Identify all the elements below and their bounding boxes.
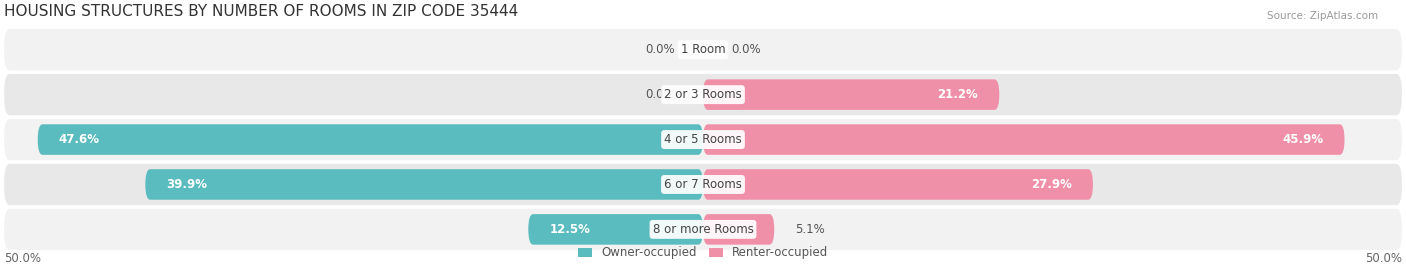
FancyBboxPatch shape	[703, 169, 1092, 200]
Text: 21.2%: 21.2%	[938, 88, 979, 101]
Text: 4 or 5 Rooms: 4 or 5 Rooms	[664, 133, 742, 146]
Text: 12.5%: 12.5%	[550, 223, 591, 236]
FancyBboxPatch shape	[703, 214, 775, 245]
FancyBboxPatch shape	[4, 119, 1402, 160]
Text: 0.0%: 0.0%	[645, 43, 675, 56]
FancyBboxPatch shape	[38, 124, 703, 155]
Text: 27.9%: 27.9%	[1031, 178, 1071, 191]
Text: 8 or more Rooms: 8 or more Rooms	[652, 223, 754, 236]
FancyBboxPatch shape	[4, 29, 1402, 70]
FancyBboxPatch shape	[4, 164, 1402, 205]
Text: 50.0%: 50.0%	[4, 252, 41, 265]
FancyBboxPatch shape	[4, 74, 1402, 115]
Text: 45.9%: 45.9%	[1282, 133, 1323, 146]
FancyBboxPatch shape	[529, 214, 703, 245]
Text: 1 Room: 1 Room	[681, 43, 725, 56]
Text: Source: ZipAtlas.com: Source: ZipAtlas.com	[1267, 11, 1378, 21]
Text: 2 or 3 Rooms: 2 or 3 Rooms	[664, 88, 742, 101]
Text: 0.0%: 0.0%	[645, 88, 675, 101]
Text: 50.0%: 50.0%	[1365, 252, 1402, 265]
FancyBboxPatch shape	[703, 124, 1344, 155]
Legend: Owner-occupied, Renter-occupied: Owner-occupied, Renter-occupied	[572, 242, 834, 264]
Text: 47.6%: 47.6%	[59, 133, 100, 146]
Text: 5.1%: 5.1%	[796, 223, 825, 236]
FancyBboxPatch shape	[4, 209, 1402, 250]
Text: HOUSING STRUCTURES BY NUMBER OF ROOMS IN ZIP CODE 35444: HOUSING STRUCTURES BY NUMBER OF ROOMS IN…	[4, 4, 519, 19]
Text: 39.9%: 39.9%	[166, 178, 207, 191]
FancyBboxPatch shape	[703, 79, 1000, 110]
Text: 0.0%: 0.0%	[731, 43, 761, 56]
FancyBboxPatch shape	[145, 169, 703, 200]
Text: 6 or 7 Rooms: 6 or 7 Rooms	[664, 178, 742, 191]
